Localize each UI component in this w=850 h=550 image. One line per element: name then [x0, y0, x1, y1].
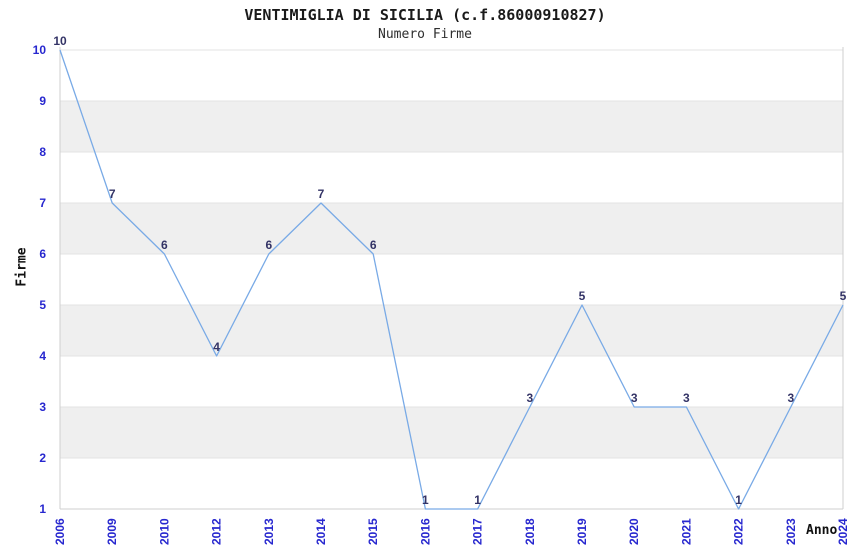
- data-point-label: 6: [265, 238, 272, 252]
- grid-band: [60, 203, 843, 254]
- chart-subtitle: Numero Firme: [378, 27, 472, 42]
- x-tick-label: 2009: [105, 518, 119, 545]
- data-point-label: 3: [526, 391, 533, 405]
- x-tick-label: 2012: [210, 518, 224, 545]
- data-point-label: 4: [213, 340, 220, 354]
- y-tick-label: 4: [39, 349, 46, 363]
- x-tick-label: 2024: [836, 518, 850, 545]
- series-line: [59, 49, 844, 510]
- x-tick-label: 2020: [627, 518, 641, 545]
- data-point-label: 7: [109, 187, 116, 201]
- grid-band: [60, 305, 843, 356]
- x-tick-label: 2010: [157, 518, 171, 545]
- x-tick-label: 2023: [784, 518, 798, 545]
- x-tick-label: 2018: [523, 518, 537, 545]
- y-tick-label: 5: [39, 298, 46, 312]
- y-tick-label: 3: [39, 400, 46, 414]
- x-tick-label: 2013: [262, 518, 276, 545]
- x-tick-label: 2019: [575, 518, 589, 545]
- grid-band: [60, 101, 843, 152]
- x-axis-title: Anno: [806, 523, 838, 538]
- x-tick-label: 2006: [53, 518, 67, 545]
- data-point-label: 1: [422, 493, 429, 507]
- data-point-label: 6: [370, 238, 377, 252]
- data-point-label: 5: [840, 289, 847, 303]
- data-point-label: 1: [735, 493, 742, 507]
- x-tick-label: 2021: [679, 518, 693, 545]
- grid-band: [60, 407, 843, 458]
- y-tick-label: 10: [33, 43, 47, 57]
- data-point-label: 7: [318, 187, 325, 201]
- x-tick-label: 2015: [366, 518, 380, 545]
- x-tick-label: 2017: [471, 518, 485, 545]
- data-point-label: 3: [787, 391, 794, 405]
- x-tick-label: 2016: [418, 518, 432, 545]
- x-tick-label: 2014: [314, 518, 328, 545]
- y-tick-label: 6: [39, 247, 46, 261]
- y-tick-label: 1: [39, 502, 46, 516]
- data-point-label: 6: [161, 238, 168, 252]
- data-point-label: 3: [631, 391, 638, 405]
- chart-title: VENTIMIGLIA DI SICILIA (c.f.86000910827): [244, 6, 606, 24]
- y-tick-label: 9: [39, 94, 46, 108]
- x-tick-label: 2022: [732, 518, 746, 545]
- data-point-label: 1: [474, 493, 481, 507]
- y-tick-label: 7: [39, 196, 46, 210]
- y-tick-label: 8: [39, 145, 46, 159]
- data-point-label: 3: [683, 391, 690, 405]
- data-point-label: 10: [53, 34, 67, 48]
- y-tick-label: 2: [39, 451, 46, 465]
- data-point-label: 5: [579, 289, 586, 303]
